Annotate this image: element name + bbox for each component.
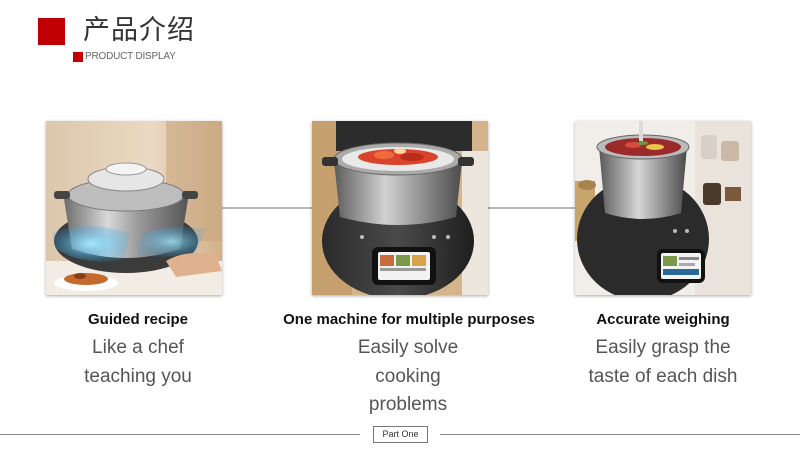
feature-desc-guided-recipe: Like a chef teaching you bbox=[84, 337, 192, 387]
multi-purpose-photo bbox=[312, 121, 488, 295]
guided-recipe-photo bbox=[46, 121, 222, 295]
footer-divider-left bbox=[0, 434, 360, 435]
feature-desc-accurate-weighing: Easily grasp the taste of each dish bbox=[588, 337, 738, 387]
feature-title-multi-purpose: One machine for multiple purposes bbox=[283, 311, 535, 328]
page-title: 产品介绍 bbox=[83, 15, 195, 46]
footer-divider-right bbox=[440, 434, 800, 435]
accurate-weighing-photo bbox=[575, 121, 751, 295]
feature-title-accurate-weighing: Accurate weighing bbox=[596, 311, 730, 328]
subtitle-accent-square bbox=[73, 52, 83, 62]
connector-line-right bbox=[488, 207, 576, 209]
page-subtitle: PRODUCT DISPLAY bbox=[85, 51, 176, 62]
feature-title-guided-recipe: Guided recipe bbox=[87, 311, 189, 328]
connector-line-left bbox=[222, 207, 312, 209]
section-tag: Part One bbox=[373, 426, 428, 443]
header-accent-square bbox=[38, 18, 65, 45]
feature-desc-multi-purpose: Easily solve cooking problems bbox=[357, 337, 459, 415]
